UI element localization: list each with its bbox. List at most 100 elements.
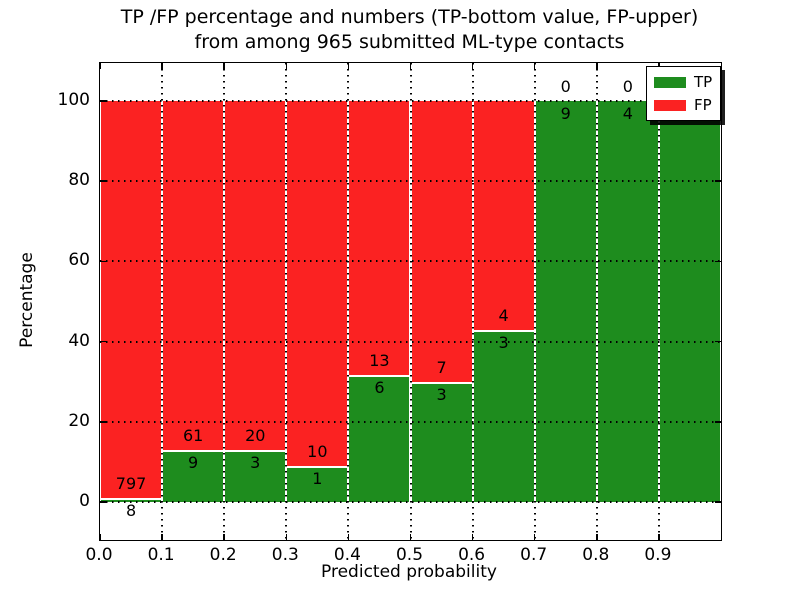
bar-tp-count-label: 8 — [125, 501, 137, 520]
x-tick-label: 0.4 — [333, 545, 361, 565]
x-tick-mark — [596, 63, 598, 69]
bar-segment-divider — [287, 465, 348, 468]
bar-fp-count-label: 797 — [115, 474, 147, 493]
bar-tp-count-label: 4 — [622, 104, 633, 123]
y-tick-mark — [715, 260, 721, 263]
bar-segment-divider — [349, 375, 410, 378]
bar-0.3 — [286, 101, 349, 502]
bar-fp-count-label: 4 — [498, 306, 509, 326]
bar-0.8 — [596, 101, 659, 502]
bar-0.4 — [348, 101, 411, 502]
x-tick-label: 0.9 — [644, 545, 672, 565]
bar-tp-count-label: 6 — [374, 378, 385, 398]
chart-title-line1: TP /FP percentage and numbers (TP-bottom… — [120, 6, 699, 28]
bar-tp-count-label: 3 — [498, 333, 509, 353]
legend-item-tp: TP — [654, 74, 712, 90]
y-tick-mark — [100, 421, 106, 423]
bar-segment-divider — [473, 330, 534, 333]
legend: TP FP — [646, 66, 722, 121]
x-tick-mark — [161, 63, 163, 69]
x-tick-mark — [658, 534, 660, 540]
x-tick-label: 0.3 — [271, 545, 299, 565]
x-tick-label: 0.1 — [147, 545, 175, 565]
legend-item-fp: FP — [654, 97, 712, 113]
bar-fp-count-label: 13 — [369, 351, 390, 371]
bar-0.1 — [162, 101, 225, 502]
v-gridline — [223, 63, 226, 540]
x-tick-mark — [596, 534, 598, 540]
y-tick-mark — [100, 340, 106, 343]
bar-fp-segment — [101, 101, 162, 498]
x-tick-mark — [471, 63, 474, 69]
x-tick-mark — [347, 534, 350, 540]
bar-fp-count-label: 61 — [182, 426, 204, 446]
x-tick-label: 0.7 — [520, 545, 548, 565]
bar-tp-count-label: 1 — [312, 468, 323, 488]
y-tick-mark — [715, 501, 721, 503]
bar-fp-segment — [411, 101, 472, 382]
x-tick-mark — [161, 534, 163, 540]
y-tick-label: 80 — [68, 170, 90, 191]
x-tick-mark — [99, 63, 101, 69]
bar-tp-segment — [287, 467, 348, 502]
x-tick-mark — [223, 63, 225, 69]
bar-tp-segment — [411, 383, 472, 502]
bar-fp-segment — [225, 101, 286, 450]
bar-fp-count-label: 20 — [245, 425, 266, 445]
bar-fp-segment — [349, 101, 410, 376]
bar-tp-count-label: 3 — [436, 384, 447, 404]
bar-tp-count-label: 9 — [560, 104, 571, 123]
x-tick-label: 0.6 — [458, 545, 486, 565]
legend-swatch-fp-icon — [654, 99, 686, 111]
bar-tp-count-label: 3 — [250, 452, 261, 472]
bar-fp-count-label: 7 — [436, 357, 447, 377]
bar-tp-segment — [659, 101, 720, 502]
x-tick-mark — [409, 534, 412, 540]
y-tick-mark — [715, 340, 721, 343]
v-gridline — [533, 63, 536, 540]
x-tick-label: 0.2 — [209, 545, 237, 565]
y-tick-mark — [715, 421, 721, 423]
x-tick-mark — [99, 534, 101, 540]
y-tick-label: 20 — [68, 410, 90, 431]
legend-label-fp: FP — [694, 96, 712, 114]
x-tick-label: 0.0 — [85, 545, 113, 565]
x-tick-mark — [409, 63, 412, 69]
chart-title: TP /FP percentage and numbers (TP-bottom… — [99, 5, 720, 55]
bar-tp-segment — [535, 101, 596, 502]
y-tick-mark — [100, 260, 106, 263]
y-tick-mark — [100, 501, 106, 503]
bar-tp-segment — [163, 452, 224, 502]
bar-tp-count-label: 9 — [188, 453, 199, 473]
bar-fp-count-label: 0 — [560, 77, 571, 96]
bar-tp-segment — [473, 332, 534, 502]
bar-fp-segment — [287, 101, 348, 466]
v-gridline — [347, 63, 350, 540]
bar-fp-segment — [163, 101, 224, 451]
x-tick-mark — [533, 534, 536, 540]
bar-tp-segment — [597, 101, 658, 502]
y-tick-label: 40 — [68, 330, 90, 351]
bar-0.0 — [100, 101, 163, 502]
bar-tp-segment — [225, 451, 286, 502]
y-tick-label: 100 — [57, 90, 90, 110]
v-gridline — [595, 63, 598, 540]
v-gridline — [471, 63, 474, 540]
bar-0.6 — [472, 101, 535, 502]
chart-title-line2: from among 965 submitted ML-type contact… — [194, 31, 625, 53]
x-tick-mark — [471, 534, 474, 540]
x-tick-mark — [285, 63, 288, 69]
y-axis-label: Percentage — [17, 252, 37, 348]
bar-0.2 — [224, 101, 287, 502]
x-tick-mark — [533, 63, 536, 69]
v-gridline — [161, 63, 164, 540]
y-tick-label: 0 — [79, 491, 90, 511]
x-tick-mark — [285, 534, 288, 540]
plot-area: 79786192031011367343090407 — [99, 62, 722, 541]
bar-fp-count-label: 0 — [622, 77, 633, 96]
x-axis-label: Predicted probability — [321, 562, 497, 582]
y-tick-mark — [715, 180, 721, 182]
x-tick-label: 0.5 — [395, 545, 424, 565]
legend-swatch-tp-icon — [654, 76, 686, 88]
